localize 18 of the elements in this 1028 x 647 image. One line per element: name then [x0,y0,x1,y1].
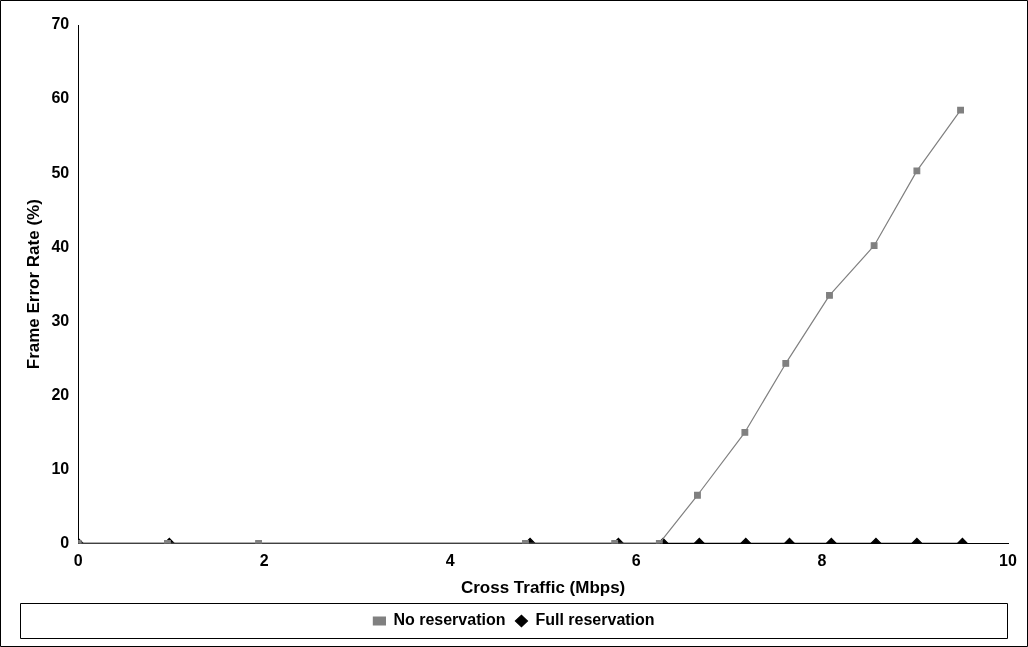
x-axis-title: Cross Traffic (Mbps) [460,578,626,598]
y-tick-label: 0 [60,533,70,551]
y-tick-label: 70 [51,15,70,33]
y-tick-label: 60 [51,89,70,107]
x-tick-label: 6 [631,552,641,570]
x-tick-label: 4 [445,552,455,570]
y-tick-label: 40 [51,237,70,255]
x-tick-label: 10 [999,552,1017,570]
y-tick-label: 20 [51,385,70,403]
x-tick-label: 8 [817,552,827,570]
legend-label: No reservation [393,611,506,629]
y-tick-label: 30 [51,311,70,329]
legend-label: Full reservation [535,611,655,629]
y-tick-label: 50 [51,163,70,181]
x-tick-label: 2 [259,552,269,570]
y-tick-label: 10 [51,459,70,477]
x-tick-label: 0 [73,552,83,570]
y-axis-title: Frame Error Rate (%) [23,199,43,370]
